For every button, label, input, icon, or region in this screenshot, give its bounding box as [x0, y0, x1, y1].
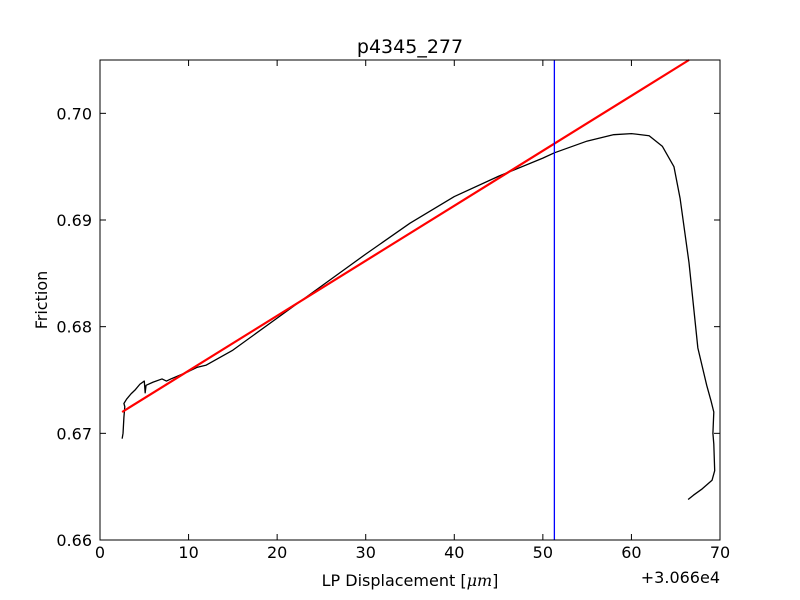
- x-tick-label: 40: [444, 543, 464, 562]
- y-tick-label: 0.67: [56, 424, 92, 443]
- x-tick-label: 60: [621, 543, 641, 562]
- series-layer: [121, 59, 716, 540]
- x-axis-label-text: LP Displacement [: [322, 571, 467, 590]
- y-axis-label: Friction: [32, 271, 51, 330]
- y-tick-label: 0.68: [56, 318, 92, 337]
- x-axis-label-unit: μm: [467, 571, 493, 590]
- linear-fit-line: [121, 59, 690, 413]
- y-tick-label: 0.69: [56, 211, 92, 230]
- y-tick-label: 0.66: [56, 531, 92, 550]
- x-tick-label: 0: [95, 543, 105, 562]
- tick-layer: 0 10 20 30 40 50 60 70 0.66 0.67 0.68 0.69 0.70: [56, 60, 730, 562]
- x-axis-label-close: ]: [492, 571, 498, 590]
- x-tick-label: 20: [267, 543, 287, 562]
- x-tick-label: 30: [356, 543, 376, 562]
- chart-title: p4345_277: [357, 36, 463, 58]
- x-tick-label: 10: [178, 543, 198, 562]
- x-tick-label: 50: [533, 543, 553, 562]
- friction-series-line: [121, 132, 716, 500]
- plot-frame: [99, 59, 721, 541]
- x-offset-label: +3.066e4: [641, 568, 720, 587]
- x-axis-label: LP Displacement [μm]: [322, 571, 499, 590]
- x-tick-label: 70: [710, 543, 730, 562]
- y-tick-label: 0.70: [56, 104, 92, 123]
